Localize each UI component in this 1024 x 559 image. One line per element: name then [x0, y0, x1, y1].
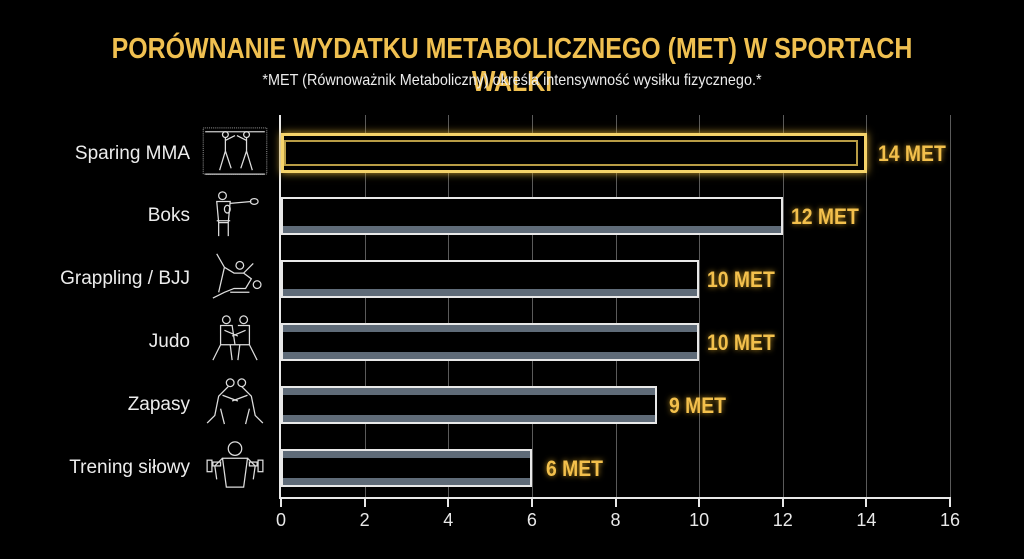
plot-area: 14 MET 12 MET 10 MET 10 MET 9 MET 6 MET … [276, 115, 960, 530]
bar-boks [281, 197, 783, 235]
value-label: 14 MET [878, 141, 946, 166]
x-tick [280, 497, 282, 507]
boxer-punch-icon [216, 191, 259, 237]
bar-stripe [283, 325, 697, 332]
gridline [531, 115, 533, 497]
bar-stripe [283, 226, 781, 233]
bar-stripe [283, 478, 530, 485]
bar-trening-silowy [281, 449, 532, 487]
y-axis-line [279, 115, 281, 497]
bar-stripe [283, 289, 697, 296]
gridline [448, 115, 450, 497]
gridline [950, 115, 951, 497]
mma-cage-fighters-icon [202, 127, 268, 175]
x-tick [363, 497, 366, 507]
wrestling-icon [206, 378, 264, 425]
x-tick [447, 497, 450, 507]
bar-judo [281, 323, 699, 361]
x-tick [530, 497, 533, 507]
bar-sparing-mma [281, 133, 867, 173]
x-tick-label: 16 [939, 510, 961, 530]
bar-stripe [283, 415, 655, 422]
bar-inner-outline [284, 140, 858, 166]
dumbbell-training-icon [206, 441, 264, 488]
x-tick [781, 497, 784, 507]
x-tick-label: 2 [359, 510, 370, 530]
category-label: Trening siłowy [69, 457, 190, 478]
category-label: Zapasy [127, 394, 190, 415]
bjj-grappling-icon [212, 253, 262, 299]
gridline [782, 115, 784, 497]
value-label: 10 MET [707, 330, 775, 355]
chart-subtitle: *MET (Równoważnik Metaboliczny) określa … [262, 72, 762, 89]
chart-title: PORÓWNANIE WYDATKU METABOLICZNEGO (MET) … [111, 33, 913, 98]
x-tick-label: 12 [772, 510, 793, 530]
bar-stripe [283, 388, 655, 395]
x-tick-label: 10 [689, 510, 710, 530]
value-label: 9 MET [669, 393, 727, 418]
x-tick [698, 497, 701, 507]
value-label: 6 MET [546, 456, 604, 481]
x-tick [614, 497, 617, 507]
gridline [364, 115, 366, 497]
category-label: Judo [148, 331, 190, 352]
bar-zapasy [281, 386, 657, 424]
bar-stripe [283, 451, 530, 458]
x-tick-label: 8 [610, 510, 621, 530]
value-label: 12 MET [791, 204, 859, 229]
gridline [866, 115, 868, 497]
category-label: Sparing MMA [74, 143, 190, 164]
x-tick-label: 0 [275, 510, 286, 530]
x-tick-label: 14 [856, 510, 877, 530]
judo-throw-icon [212, 315, 258, 361]
gridline [699, 115, 701, 497]
x-tick [949, 497, 951, 507]
gridline [615, 115, 617, 497]
bar-stripe [283, 352, 697, 359]
category-label: Boks [147, 205, 190, 226]
bar-grappling-bjj [281, 260, 699, 298]
value-label: 10 MET [707, 267, 775, 292]
x-tick-label: 6 [526, 510, 537, 530]
category-label: Grappling / BJJ [60, 268, 190, 289]
x-tick [865, 497, 868, 507]
x-tick-label: 4 [443, 510, 454, 530]
